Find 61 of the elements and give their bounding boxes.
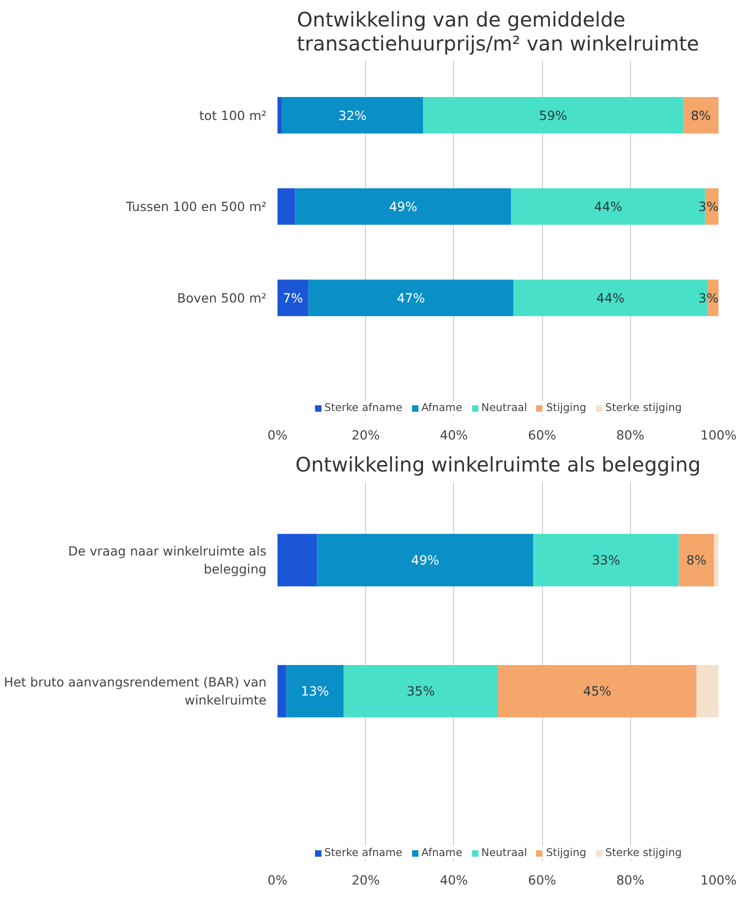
data-label: 8% bbox=[686, 552, 707, 568]
bar bbox=[317, 534, 534, 586]
x-tick-label: 100% bbox=[700, 872, 737, 888]
bar bbox=[286, 664, 344, 718]
bar bbox=[683, 97, 718, 134]
data-label: 33% bbox=[592, 552, 620, 568]
data-label: 35% bbox=[406, 684, 435, 699]
bar bbox=[282, 97, 424, 134]
y-tick-label: Tussen 100 en 500 m² bbox=[125, 199, 267, 214]
chart-title: Ontwikkeling van de gemiddelde transactiehuurprijs/m² van winkelruimte bbox=[296, 8, 700, 56]
bar bbox=[278, 280, 308, 316]
legend-label: Neutraal bbox=[481, 846, 528, 859]
data-label: 49% bbox=[411, 552, 440, 568]
data-label: 47% bbox=[396, 290, 425, 306]
x-tick-label: 40% bbox=[440, 428, 468, 442]
legend-label: Stijging bbox=[546, 401, 586, 414]
x-tick-label: 20% bbox=[352, 872, 380, 888]
data-label: 44% bbox=[594, 199, 622, 214]
bar bbox=[278, 188, 296, 225]
x-tick-label: 80% bbox=[616, 428, 644, 442]
x-tick-label: 20% bbox=[352, 428, 380, 442]
legend-label: Neutraal bbox=[481, 401, 528, 414]
bar bbox=[344, 664, 498, 718]
data-label: 7% bbox=[282, 290, 303, 306]
x-tick-label: 80% bbox=[616, 872, 644, 888]
bar bbox=[714, 534, 718, 586]
bar bbox=[278, 664, 286, 718]
x-tick-label: 0% bbox=[267, 428, 288, 442]
x-tick-label: 60% bbox=[528, 872, 556, 888]
data-label: 13% bbox=[300, 684, 330, 699]
data-label: 59% bbox=[539, 108, 568, 123]
legend-label: Sterke afname bbox=[324, 401, 402, 414]
y-tick-label: De vraag naar winkelruimte als belegging bbox=[68, 544, 267, 577]
bar bbox=[278, 534, 318, 586]
x-tick-label: 100% bbox=[700, 428, 737, 442]
data-label: 8% bbox=[690, 108, 711, 123]
chart-title: Ontwikkeling winkelruimte als belegging bbox=[295, 452, 701, 476]
bar bbox=[423, 97, 684, 134]
data-label: 44% bbox=[596, 290, 625, 306]
data-label: 49% bbox=[389, 199, 418, 214]
bar bbox=[278, 97, 282, 134]
legend-label: Afname bbox=[421, 846, 462, 859]
bar bbox=[696, 664, 718, 718]
bar bbox=[678, 534, 714, 586]
legend-label: Sterke stijging bbox=[605, 401, 682, 414]
y-tick-label: Boven 500 m² bbox=[177, 290, 267, 306]
x-tick-label: 60% bbox=[528, 428, 556, 442]
y-tick-label: tot 100 m² bbox=[199, 108, 267, 123]
x-tick-label: 40% bbox=[440, 872, 468, 888]
bar bbox=[295, 188, 512, 225]
bar bbox=[533, 534, 679, 586]
x-tick-label: 0% bbox=[267, 872, 288, 888]
data-label: 32% bbox=[338, 108, 367, 123]
data-label: 45% bbox=[583, 684, 612, 699]
y-tick-label: Het bruto aanvangsrendement (BAR) van winkelruimte bbox=[4, 674, 267, 708]
bar bbox=[498, 664, 696, 718]
bar bbox=[308, 280, 514, 316]
legend-label: Afname bbox=[421, 401, 462, 414]
legend-label: Sterke afname bbox=[324, 846, 402, 859]
legend-label: Stijging bbox=[546, 846, 586, 859]
legend-label: Sterke stijging bbox=[605, 846, 682, 859]
